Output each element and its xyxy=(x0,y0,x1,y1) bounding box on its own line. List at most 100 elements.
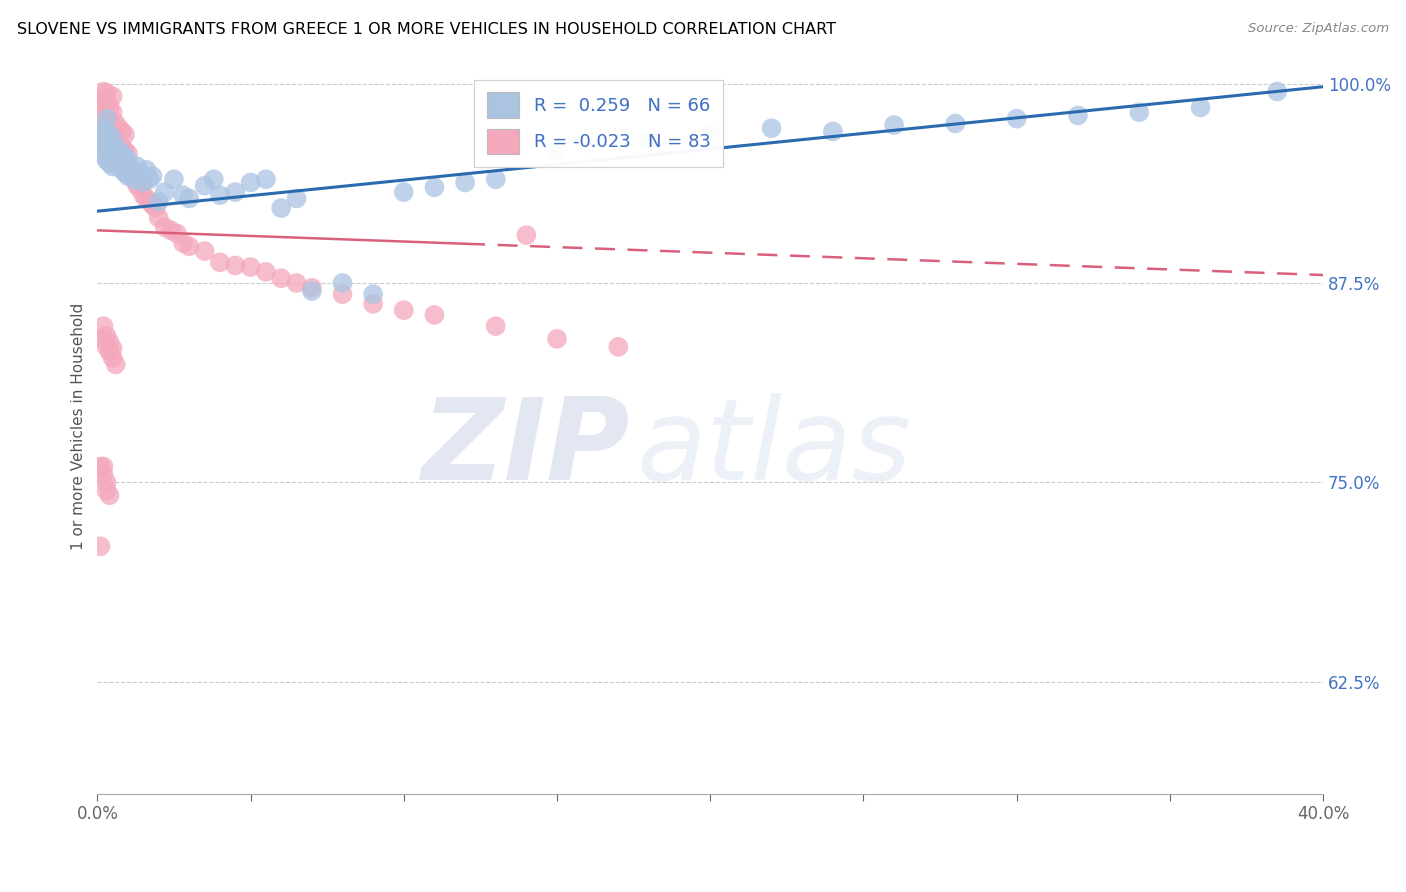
Point xyxy=(135,162,157,177)
Point xyxy=(96,340,118,354)
Point xyxy=(1128,105,1150,120)
Point xyxy=(96,483,118,498)
Point xyxy=(141,169,163,183)
Point xyxy=(98,116,121,130)
Point xyxy=(93,332,115,346)
Point xyxy=(361,297,384,311)
Point xyxy=(101,351,124,365)
Point xyxy=(127,178,149,193)
Point xyxy=(254,265,277,279)
Point xyxy=(153,185,176,199)
Point xyxy=(239,176,262,190)
Point xyxy=(89,128,111,142)
Point xyxy=(98,334,121,349)
Point xyxy=(883,118,905,132)
Point xyxy=(148,194,170,209)
Point xyxy=(107,153,129,168)
Point xyxy=(117,146,139,161)
Point xyxy=(361,287,384,301)
Point xyxy=(546,332,568,346)
Point xyxy=(107,121,129,136)
Point xyxy=(138,194,160,209)
Point xyxy=(117,162,139,177)
Point xyxy=(114,166,136,180)
Point xyxy=(93,121,115,136)
Point xyxy=(194,244,217,258)
Point xyxy=(111,140,134,154)
Point xyxy=(145,201,167,215)
Point xyxy=(332,287,354,301)
Point xyxy=(141,198,163,212)
Point xyxy=(96,86,118,100)
Point xyxy=(93,108,115,122)
Point xyxy=(96,153,118,168)
Point xyxy=(485,319,508,334)
Point xyxy=(392,303,415,318)
Point xyxy=(122,172,145,186)
Point xyxy=(98,344,121,359)
Point xyxy=(120,166,142,180)
Point xyxy=(104,153,127,168)
Point xyxy=(111,162,134,177)
Point xyxy=(699,128,721,142)
Point xyxy=(129,166,152,180)
Point xyxy=(485,172,508,186)
Point xyxy=(179,239,201,253)
Point xyxy=(546,144,568,158)
Point xyxy=(945,116,967,130)
Point xyxy=(111,146,134,161)
Point xyxy=(93,467,115,482)
Point xyxy=(104,116,127,130)
Point xyxy=(1265,85,1288,99)
Point xyxy=(96,112,118,126)
Point xyxy=(166,227,188,241)
Point xyxy=(96,144,118,158)
Point xyxy=(117,153,139,168)
Point xyxy=(114,150,136,164)
Point xyxy=(208,255,231,269)
Point xyxy=(96,128,118,142)
Text: Source: ZipAtlas.com: Source: ZipAtlas.com xyxy=(1249,22,1389,36)
Point xyxy=(96,112,118,126)
Point xyxy=(89,95,111,110)
Point xyxy=(761,121,783,136)
Text: atlas: atlas xyxy=(637,393,912,504)
Point xyxy=(515,228,537,243)
Point xyxy=(96,124,118,138)
Point xyxy=(270,201,292,215)
Point xyxy=(101,121,124,136)
Point xyxy=(135,191,157,205)
Text: ZIP: ZIP xyxy=(422,393,630,504)
Point xyxy=(114,128,136,142)
Point xyxy=(392,185,415,199)
Point xyxy=(179,191,201,205)
Text: SLOVENE VS IMMIGRANTS FROM GREECE 1 OR MORE VEHICLES IN HOUSEHOLD CORRELATION CH: SLOVENE VS IMMIGRANTS FROM GREECE 1 OR M… xyxy=(17,22,837,37)
Point xyxy=(101,105,124,120)
Point xyxy=(132,176,155,190)
Point xyxy=(117,169,139,183)
Point xyxy=(104,140,127,154)
Point xyxy=(93,148,115,162)
Point xyxy=(120,166,142,180)
Point xyxy=(138,172,160,186)
Point xyxy=(93,140,115,154)
Point xyxy=(93,124,115,138)
Point xyxy=(104,358,127,372)
Point xyxy=(172,236,194,251)
Point xyxy=(98,156,121,170)
Point xyxy=(89,128,111,142)
Point xyxy=(122,172,145,186)
Y-axis label: 1 or more Vehicles in Household: 1 or more Vehicles in Household xyxy=(72,303,86,550)
Point xyxy=(576,137,599,152)
Point xyxy=(332,276,354,290)
Point xyxy=(96,328,118,343)
Point xyxy=(107,144,129,158)
Point xyxy=(208,188,231,202)
Point xyxy=(89,112,111,126)
Point xyxy=(107,137,129,152)
Point xyxy=(254,172,277,186)
Point xyxy=(285,191,308,205)
Point xyxy=(93,93,115,107)
Point xyxy=(127,160,149,174)
Point xyxy=(148,211,170,225)
